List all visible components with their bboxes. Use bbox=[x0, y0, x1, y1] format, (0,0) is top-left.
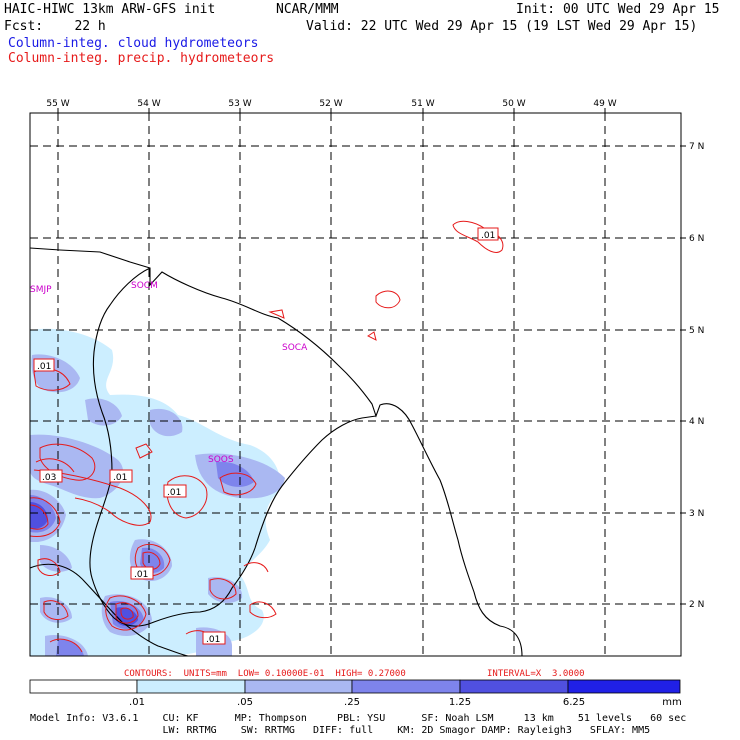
lat-label-7n: 7 N bbox=[689, 142, 704, 152]
map-frame bbox=[29, 112, 682, 657]
precip-contour-13 bbox=[135, 443, 153, 459]
cloud-shading-2b bbox=[85, 398, 122, 426]
precip-contour-12 bbox=[219, 472, 257, 496]
lon-label-51w: 51 W bbox=[411, 99, 434, 109]
forecast-hour: Fcst: 22 h bbox=[4, 19, 106, 34]
precip-contour-22 bbox=[243, 562, 269, 573]
colorbar-tick-2: .05 bbox=[237, 697, 253, 708]
cloud-shading-4a bbox=[30, 502, 48, 529]
contour-labels: .01 .01 .03 .01 .01 .01 .01 bbox=[33, 227, 499, 645]
precip-contour-19 bbox=[37, 558, 61, 576]
precip-contour-3 bbox=[268, 309, 285, 319]
lon-label-54w: 54 W bbox=[137, 99, 160, 109]
station-label-soos: SOOS bbox=[208, 455, 234, 465]
contour-label-3: .03 bbox=[42, 473, 56, 483]
lat-label-3n: 3 N bbox=[689, 509, 704, 519]
lat-label-5n: 5 N bbox=[689, 326, 704, 336]
colorbar-tick-1: .01 bbox=[129, 697, 145, 708]
precip-contour-8 bbox=[30, 497, 61, 537]
colorbar-tick-4: 1.25 bbox=[449, 697, 471, 708]
colorbar-ticks: .01 .05 .25 1.25 6.25 mm bbox=[129, 697, 682, 708]
lat-ticks bbox=[681, 145, 686, 605]
lat-label-2n: 2 N bbox=[689, 600, 704, 610]
precip-contour-10 bbox=[33, 469, 152, 526]
precip-contour-18 bbox=[120, 607, 134, 620]
precip-contour-11 bbox=[166, 475, 208, 519]
station-label-socm: SOCM bbox=[131, 281, 158, 291]
init-time: Init: 00 UTC Wed 29 Apr 15 bbox=[516, 2, 720, 17]
lat-label-4n: 4 N bbox=[689, 417, 704, 427]
contour-label-4: .01 bbox=[113, 473, 127, 483]
colorbar-units: mm bbox=[662, 697, 681, 708]
precip-contour-20 bbox=[209, 578, 237, 600]
precip-contour-2 bbox=[375, 290, 401, 309]
lon-labels: 55 W 54 W 53 W 52 W 51 W 50 W 49 W bbox=[46, 99, 616, 109]
border-suriname-guiana bbox=[89, 267, 377, 627]
precip-contour-9 bbox=[30, 504, 49, 530]
precip-contour-7 bbox=[35, 458, 75, 473]
cloud-shading-3d bbox=[56, 639, 84, 656]
model-title: HAIC-HIWC 13km ARW-GFS init bbox=[4, 2, 216, 17]
station-labels: SMJP SOCM SOCA SOOS bbox=[30, 281, 308, 465]
lon-label-53w: 53 W bbox=[228, 99, 251, 109]
valid-time: Valid: 22 UTC Wed 29 Apr 15 (19 LST Wed … bbox=[306, 19, 698, 34]
footer-model-info-1: Model Info: V3.6.1 CU: KF MP: Thompson P… bbox=[30, 713, 687, 724]
field-title-precip: Column-integ. precip. hydrometeors bbox=[8, 51, 275, 66]
lon-ticks bbox=[57, 108, 606, 113]
lon-label-49w: 49 W bbox=[593, 99, 616, 109]
colorbar bbox=[29, 679, 681, 694]
station-label-soca: SOCA bbox=[282, 343, 308, 353]
coastline-atlantic bbox=[30, 247, 523, 656]
precip-contour-14 bbox=[134, 544, 171, 577]
cloud-shading-3e bbox=[216, 461, 254, 487]
precip-contour-15 bbox=[142, 551, 161, 570]
cloud-shading-2c bbox=[150, 408, 183, 437]
station-label-smjp: SMJP bbox=[30, 285, 52, 295]
contour-interval: INTERVAL=X 3.0000 bbox=[487, 669, 585, 679]
lon-label-52w: 52 W bbox=[319, 99, 342, 109]
colorbar-tick-5: 6.25 bbox=[563, 697, 585, 708]
precip-contour-21 bbox=[249, 601, 277, 619]
colorbar-tick-3: .25 bbox=[344, 697, 360, 708]
precip-contour-4 bbox=[367, 331, 377, 341]
lat-lon-grid bbox=[30, 113, 681, 656]
precip-contour-23 bbox=[43, 600, 69, 620]
precip-contour-17 bbox=[115, 602, 139, 624]
footer-model-info-2: LW: RRTMG SW: RRTMG DIFF: full KM: 2D Sm… bbox=[30, 725, 651, 736]
cloud-shading-light-2 bbox=[174, 518, 240, 558]
precip-contour-16 bbox=[105, 595, 147, 631]
lat-labels: 7 N 6 N 5 N 4 N 3 N 2 N bbox=[689, 142, 704, 610]
lon-label-50w: 50 W bbox=[502, 99, 525, 109]
lat-label-6n: 6 N bbox=[689, 234, 704, 244]
field-title-cloud: Column-integ. cloud hydrometeors bbox=[8, 36, 259, 51]
contour-label-7: .01 bbox=[206, 635, 220, 645]
contour-label-1: .01 bbox=[481, 231, 495, 241]
precip-contour-1 bbox=[452, 220, 504, 253]
lon-label-55w: 55 W bbox=[46, 99, 69, 109]
contour-info: CONTOURS: UNITS=mm LOW= 0.10000E-01 HIGH… bbox=[124, 669, 406, 679]
cloud-shading-2i bbox=[40, 545, 72, 572]
precip-contour-25 bbox=[49, 638, 83, 653]
contour-label-5: .01 bbox=[167, 488, 181, 498]
contour-label-6: .01 bbox=[134, 570, 148, 580]
contour-label-2: .01 bbox=[37, 362, 51, 372]
organization: NCAR/MMM bbox=[276, 2, 339, 17]
